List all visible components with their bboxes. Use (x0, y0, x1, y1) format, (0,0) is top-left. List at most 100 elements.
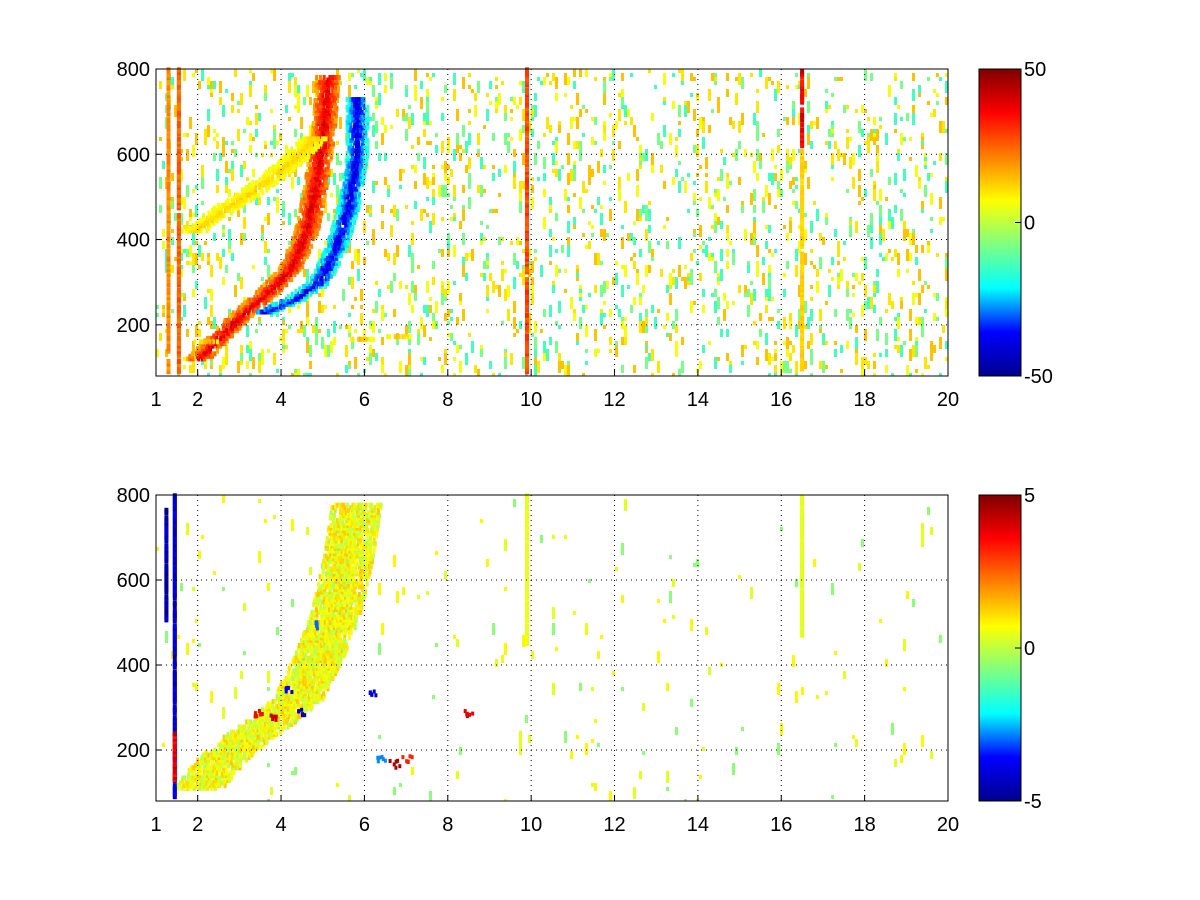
heatmap-cell (651, 165, 654, 173)
heatmap-cell (600, 213, 603, 225)
ridge-cell (286, 269, 290, 275)
ridge-cell (309, 190, 313, 196)
ridge-cell (338, 243, 342, 248)
heatmap-cell (291, 177, 294, 189)
heatmap-cell (792, 149, 795, 161)
ridge-cell (330, 225, 334, 231)
ridge-cell (329, 108, 333, 114)
heatmap-cell (522, 153, 525, 165)
heatmap-cell (555, 321, 558, 325)
heatmap-cell (675, 137, 678, 141)
heatmap-cell (924, 185, 927, 197)
ridge-cell (226, 320, 230, 326)
heatmap-cell (426, 73, 429, 77)
ridge-cell (297, 233, 301, 239)
ridge-cell (295, 162, 299, 167)
heatmap-cell (186, 185, 189, 197)
heatmap-cell (921, 133, 924, 137)
heatmap-cell (288, 241, 291, 245)
ridge-cell (299, 138, 303, 144)
ridge-cell (253, 300, 257, 306)
ridge-cell (309, 283, 313, 289)
ridge-cell (186, 228, 190, 234)
heatmap-cell (675, 309, 678, 321)
ridge-cell (336, 87, 340, 93)
ridge-cell (187, 356, 191, 362)
ridge-cell (336, 248, 340, 254)
heatmap-cell (276, 369, 279, 373)
ridge-cell (307, 177, 311, 183)
heatmap-cell (945, 73, 948, 77)
stripe-cell (176, 238, 181, 244)
ridge-cell (199, 780, 203, 786)
ridge-cell (218, 747, 222, 753)
ridge-cell (322, 197, 326, 203)
heatmap-cell (582, 233, 585, 237)
heatmap-cell (837, 149, 840, 161)
ridge-cell (219, 215, 223, 221)
heatmap-cell (900, 81, 903, 89)
ridge-cell (300, 141, 304, 147)
heatmap-cell (468, 181, 471, 189)
ridge-cell (301, 223, 304, 229)
heatmap-cell (309, 567, 312, 575)
heatmap-cell (630, 73, 633, 77)
stripe-cell (800, 289, 805, 295)
heatmap-cell (522, 249, 525, 253)
ridge-cell (259, 744, 263, 750)
ridge-cell (349, 336, 353, 342)
heatmap-cell (354, 85, 357, 89)
ridge-cell (305, 289, 309, 294)
heatmap-cell (495, 209, 498, 213)
heatmap-cell (240, 165, 243, 177)
heatmap-cell (411, 253, 414, 261)
ridge-cell (311, 128, 315, 134)
heatmap-cell (900, 345, 903, 357)
heatmap-cell (597, 253, 600, 265)
ridge-cell (282, 272, 286, 277)
ridge-cell (188, 228, 192, 234)
heatmap-cell (699, 165, 702, 169)
heatmap-cell (507, 285, 510, 297)
stripe-cell (166, 254, 171, 260)
ridge-cell (207, 210, 211, 216)
heatmap-cell (573, 225, 576, 229)
ridge-cell (273, 164, 277, 170)
x-tick-label: 14 (687, 389, 709, 411)
heatmap-cell (264, 145, 267, 149)
ridge-cell (278, 264, 282, 270)
heatmap-cell (768, 265, 771, 277)
ridge-cell (235, 202, 239, 208)
heatmap-cell (645, 209, 648, 221)
heatmap-cell (195, 325, 198, 337)
stripe-cell (166, 105, 171, 111)
ridge-cell (300, 228, 303, 234)
ridge-cell (320, 202, 323, 208)
heatmap-cell (378, 289, 381, 297)
ridge-cell (316, 202, 320, 208)
stripe-cell (525, 159, 529, 165)
ridge-cell (356, 138, 360, 144)
ridge-cell (333, 240, 337, 246)
heatmap-cell (516, 237, 519, 245)
ridge-cell (234, 755, 238, 761)
ridge-cell (247, 192, 251, 198)
heatmap-cell (837, 261, 840, 265)
heatmap-cell (447, 233, 450, 245)
heatmap-cell (381, 309, 384, 321)
stripe-cell (800, 154, 805, 160)
heatmap-cell (909, 233, 912, 245)
ridge-cell (290, 151, 294, 157)
heatmap-cell (660, 269, 663, 277)
heatmap-cell (570, 117, 573, 129)
ridge-cell (360, 135, 364, 141)
heatmap-cell (345, 365, 348, 373)
heatmap-cell (567, 81, 570, 85)
ridge-cell (257, 302, 261, 308)
heatmap-cell (945, 269, 948, 281)
ridge-cell (321, 162, 325, 167)
stripe-cell (176, 269, 181, 275)
stripe-cell (166, 264, 171, 270)
ridge-cell (329, 266, 333, 271)
heatmap-cell (453, 197, 456, 201)
